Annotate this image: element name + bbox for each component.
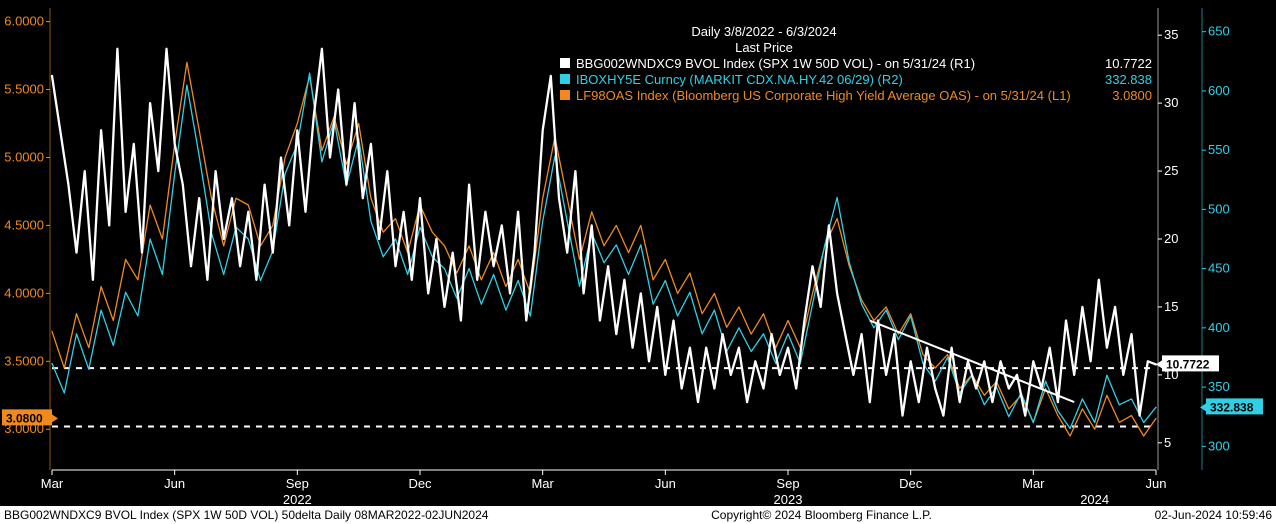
svg-text:30: 30 <box>1164 95 1178 110</box>
svg-text:3.5000: 3.5000 <box>4 353 44 368</box>
svg-text:3.0800: 3.0800 <box>6 411 43 425</box>
svg-text:Dec: Dec <box>408 476 432 491</box>
svg-text:650: 650 <box>1208 24 1230 39</box>
svg-text:2024: 2024 <box>1080 492 1109 507</box>
svg-text:400: 400 <box>1208 320 1230 335</box>
svg-text:25: 25 <box>1164 163 1178 178</box>
svg-text:4.0000: 4.0000 <box>4 285 44 300</box>
svg-text:Jun: Jun <box>1146 476 1167 491</box>
footer-left: BBG002WNDXC9 BVOL Index (SPX 1W 50D VOL)… <box>4 508 488 522</box>
svg-text:5: 5 <box>1164 435 1171 450</box>
svg-text:450: 450 <box>1208 261 1230 276</box>
footer-center: Copyright© 2024 Bloomberg Finance L.P. <box>711 508 932 522</box>
legend-value: 10.7722 <box>1105 56 1152 71</box>
svg-text:550: 550 <box>1208 142 1230 157</box>
svg-text:6.0000: 6.0000 <box>4 14 44 29</box>
svg-text:Sep: Sep <box>286 476 309 491</box>
legend-value: 332.838 <box>1105 72 1152 87</box>
svg-text:Jun: Jun <box>655 476 676 491</box>
svg-text:350: 350 <box>1208 379 1230 394</box>
svg-text:2022: 2022 <box>283 492 312 507</box>
legend-swatch <box>560 74 570 84</box>
legend-label: IBOXHY5E Curncy (MARKIT CDX.NA.HY.42 06/… <box>576 72 903 87</box>
svg-text:10.7722: 10.7722 <box>1166 357 1210 371</box>
chart-title: Daily 3/8/2022 - 6/3/2024 <box>691 24 836 39</box>
legend-label: BBG002WNDXC9 BVOL Index (SPX 1W 50D VOL)… <box>576 56 975 71</box>
svg-text:Mar: Mar <box>41 476 64 491</box>
svg-text:332.838: 332.838 <box>1210 400 1254 414</box>
legend-label: LF98OAS Index (Bloomberg US Corporate Hi… <box>576 88 1071 103</box>
legend-swatch <box>560 90 570 100</box>
chart-svg: 3.00003.50004.00004.50005.00005.50006.00… <box>0 0 1276 524</box>
chart-subtitle: Last Price <box>735 40 793 55</box>
svg-text:4.5000: 4.5000 <box>4 217 44 232</box>
legend-swatch <box>560 58 570 68</box>
svg-text:35: 35 <box>1164 27 1178 42</box>
svg-text:15: 15 <box>1164 299 1178 314</box>
svg-text:500: 500 <box>1208 201 1230 216</box>
svg-text:Mar: Mar <box>531 476 554 491</box>
svg-text:5.0000: 5.0000 <box>4 149 44 164</box>
footer-bar: BBG002WNDXC9 BVOL Index (SPX 1W 50D VOL)… <box>0 506 1276 524</box>
svg-text:Sep: Sep <box>776 476 799 491</box>
svg-text:300: 300 <box>1208 438 1230 453</box>
svg-text:Dec: Dec <box>899 476 923 491</box>
svg-text:5.5000: 5.5000 <box>4 82 44 97</box>
svg-text:Jun: Jun <box>164 476 185 491</box>
legend-value: 3.0800 <box>1112 88 1152 103</box>
footer-right: 02-Jun-2024 10:59:46 <box>1155 508 1272 522</box>
svg-text:20: 20 <box>1164 231 1178 246</box>
svg-text:2023: 2023 <box>774 492 803 507</box>
svg-text:600: 600 <box>1208 83 1230 98</box>
chart-container: 3.00003.50004.00004.50005.00005.50006.00… <box>0 0 1276 524</box>
svg-text:Mar: Mar <box>1022 476 1045 491</box>
